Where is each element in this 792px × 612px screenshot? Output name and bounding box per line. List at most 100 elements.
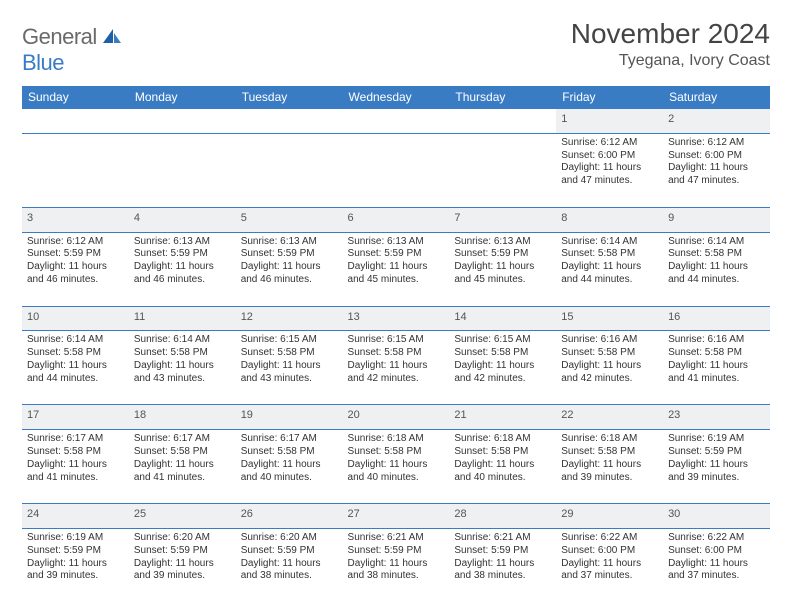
sunrise-line: Sunrise: 6:13 AM [454, 236, 551, 249]
day-info-row: Sunrise: 6:14 AMSunset: 5:58 PMDaylight:… [22, 331, 770, 405]
daylight-line: Daylight: 11 hours and 47 minutes. [561, 162, 658, 188]
sunset-line: Sunset: 6:00 PM [561, 545, 658, 558]
day-number-cell: 9 [663, 207, 770, 232]
day-info-cell: Sunrise: 6:19 AMSunset: 5:59 PMDaylight:… [663, 430, 770, 504]
day-info-cell: Sunrise: 6:18 AMSunset: 5:58 PMDaylight:… [449, 430, 556, 504]
sunrise-line: Sunrise: 6:18 AM [561, 433, 658, 446]
day-info-cell: Sunrise: 6:17 AMSunset: 5:58 PMDaylight:… [129, 430, 236, 504]
sunset-line: Sunset: 6:00 PM [668, 150, 765, 163]
day-info-row: Sunrise: 6:17 AMSunset: 5:58 PMDaylight:… [22, 430, 770, 504]
sunrise-line: Sunrise: 6:14 AM [561, 236, 658, 249]
sunrise-line: Sunrise: 6:13 AM [348, 236, 445, 249]
day-number: 24 [27, 508, 39, 520]
day-number-cell: 25 [129, 504, 236, 529]
day-info-cell: Sunrise: 6:14 AMSunset: 5:58 PMDaylight:… [556, 232, 663, 306]
weekday-header: Tuesday [236, 86, 343, 109]
daylight-line: Daylight: 11 hours and 39 minutes. [668, 459, 765, 485]
day-number-cell: 2 [663, 109, 770, 134]
sunset-line: Sunset: 5:58 PM [454, 347, 551, 360]
sunset-line: Sunset: 5:59 PM [348, 545, 445, 558]
weekday-header: Saturday [663, 86, 770, 109]
day-number: 9 [668, 212, 674, 224]
title-block: November 2024 Tyegana, Ivory Coast [571, 18, 770, 70]
day-info-cell: Sunrise: 6:13 AMSunset: 5:59 PMDaylight:… [449, 232, 556, 306]
daylight-line: Daylight: 11 hours and 44 minutes. [561, 261, 658, 287]
day-number-cell [449, 109, 556, 134]
day-number-cell: 29 [556, 504, 663, 529]
day-info-row: Sunrise: 6:12 AMSunset: 5:59 PMDaylight:… [22, 232, 770, 306]
day-number-cell: 10 [22, 306, 129, 331]
day-number-cell: 8 [556, 207, 663, 232]
weekday-header: Thursday [449, 86, 556, 109]
sunrise-line: Sunrise: 6:22 AM [668, 532, 765, 545]
day-info-cell: Sunrise: 6:21 AMSunset: 5:59 PMDaylight:… [343, 528, 450, 602]
day-number-cell: 23 [663, 405, 770, 430]
sunset-line: Sunset: 5:58 PM [561, 248, 658, 261]
day-info-cell: Sunrise: 6:15 AMSunset: 5:58 PMDaylight:… [236, 331, 343, 405]
daylight-line: Daylight: 11 hours and 39 minutes. [561, 459, 658, 485]
day-info-cell: Sunrise: 6:16 AMSunset: 5:58 PMDaylight:… [663, 331, 770, 405]
sunset-line: Sunset: 5:59 PM [27, 248, 124, 261]
day-number-cell: 24 [22, 504, 129, 529]
day-info-cell: Sunrise: 6:14 AMSunset: 5:58 PMDaylight:… [663, 232, 770, 306]
daylight-line: Daylight: 11 hours and 40 minutes. [348, 459, 445, 485]
weekday-header: Sunday [22, 86, 129, 109]
day-number: 27 [348, 508, 360, 520]
day-info-cell: Sunrise: 6:19 AMSunset: 5:59 PMDaylight:… [22, 528, 129, 602]
day-number-cell: 26 [236, 504, 343, 529]
day-number: 12 [241, 311, 253, 323]
daylight-line: Daylight: 11 hours and 41 minutes. [668, 360, 765, 386]
daylight-line: Daylight: 11 hours and 41 minutes. [27, 459, 124, 485]
day-number: 15 [561, 311, 573, 323]
sunrise-line: Sunrise: 6:15 AM [348, 334, 445, 347]
day-number: 25 [134, 508, 146, 520]
sunrise-line: Sunrise: 6:17 AM [241, 433, 338, 446]
daylight-line: Daylight: 11 hours and 38 minutes. [348, 558, 445, 584]
daylight-line: Daylight: 11 hours and 38 minutes. [241, 558, 338, 584]
daylight-line: Daylight: 11 hours and 42 minutes. [348, 360, 445, 386]
sunrise-line: Sunrise: 6:22 AM [561, 532, 658, 545]
daylight-line: Daylight: 11 hours and 43 minutes. [134, 360, 231, 386]
sunset-line: Sunset: 5:58 PM [241, 347, 338, 360]
sunrise-line: Sunrise: 6:20 AM [134, 532, 231, 545]
sunrise-line: Sunrise: 6:16 AM [668, 334, 765, 347]
day-number-cell: 16 [663, 306, 770, 331]
day-number: 6 [348, 212, 354, 224]
day-number: 2 [668, 113, 674, 125]
sunset-line: Sunset: 6:00 PM [561, 150, 658, 163]
calendar-page: General Blue November 2024 Tyegana, Ivor… [0, 0, 792, 612]
sunset-line: Sunset: 5:59 PM [134, 545, 231, 558]
day-number-cell: 30 [663, 504, 770, 529]
day-number-cell: 22 [556, 405, 663, 430]
day-number: 14 [454, 311, 466, 323]
day-info-row: Sunrise: 6:12 AMSunset: 6:00 PMDaylight:… [22, 133, 770, 207]
day-number-cell [236, 109, 343, 134]
daylight-line: Daylight: 11 hours and 40 minutes. [454, 459, 551, 485]
weekday-header: Wednesday [343, 86, 450, 109]
day-number-row: 17181920212223 [22, 405, 770, 430]
sunrise-line: Sunrise: 6:16 AM [561, 334, 658, 347]
day-info-cell: Sunrise: 6:21 AMSunset: 5:59 PMDaylight:… [449, 528, 556, 602]
sunset-line: Sunset: 5:58 PM [241, 446, 338, 459]
daylight-line: Daylight: 11 hours and 37 minutes. [561, 558, 658, 584]
sunset-line: Sunset: 5:58 PM [454, 446, 551, 459]
day-number-cell: 15 [556, 306, 663, 331]
sunrise-line: Sunrise: 6:13 AM [241, 236, 338, 249]
day-info-cell: Sunrise: 6:17 AMSunset: 5:58 PMDaylight:… [22, 430, 129, 504]
weekday-header: Friday [556, 86, 663, 109]
day-number: 22 [561, 409, 573, 421]
sunset-line: Sunset: 5:59 PM [27, 545, 124, 558]
day-number: 30 [668, 508, 680, 520]
day-number-cell: 6 [343, 207, 450, 232]
sunset-line: Sunset: 5:58 PM [561, 446, 658, 459]
day-info-cell [343, 133, 450, 207]
day-info-row: Sunrise: 6:19 AMSunset: 5:59 PMDaylight:… [22, 528, 770, 602]
day-number-row: 12 [22, 109, 770, 134]
day-number: 5 [241, 212, 247, 224]
sunset-line: Sunset: 5:59 PM [668, 446, 765, 459]
day-number-cell: 5 [236, 207, 343, 232]
logo-text-general: General [22, 24, 97, 49]
sunrise-line: Sunrise: 6:19 AM [27, 532, 124, 545]
day-number: 18 [134, 409, 146, 421]
day-info-cell [129, 133, 236, 207]
